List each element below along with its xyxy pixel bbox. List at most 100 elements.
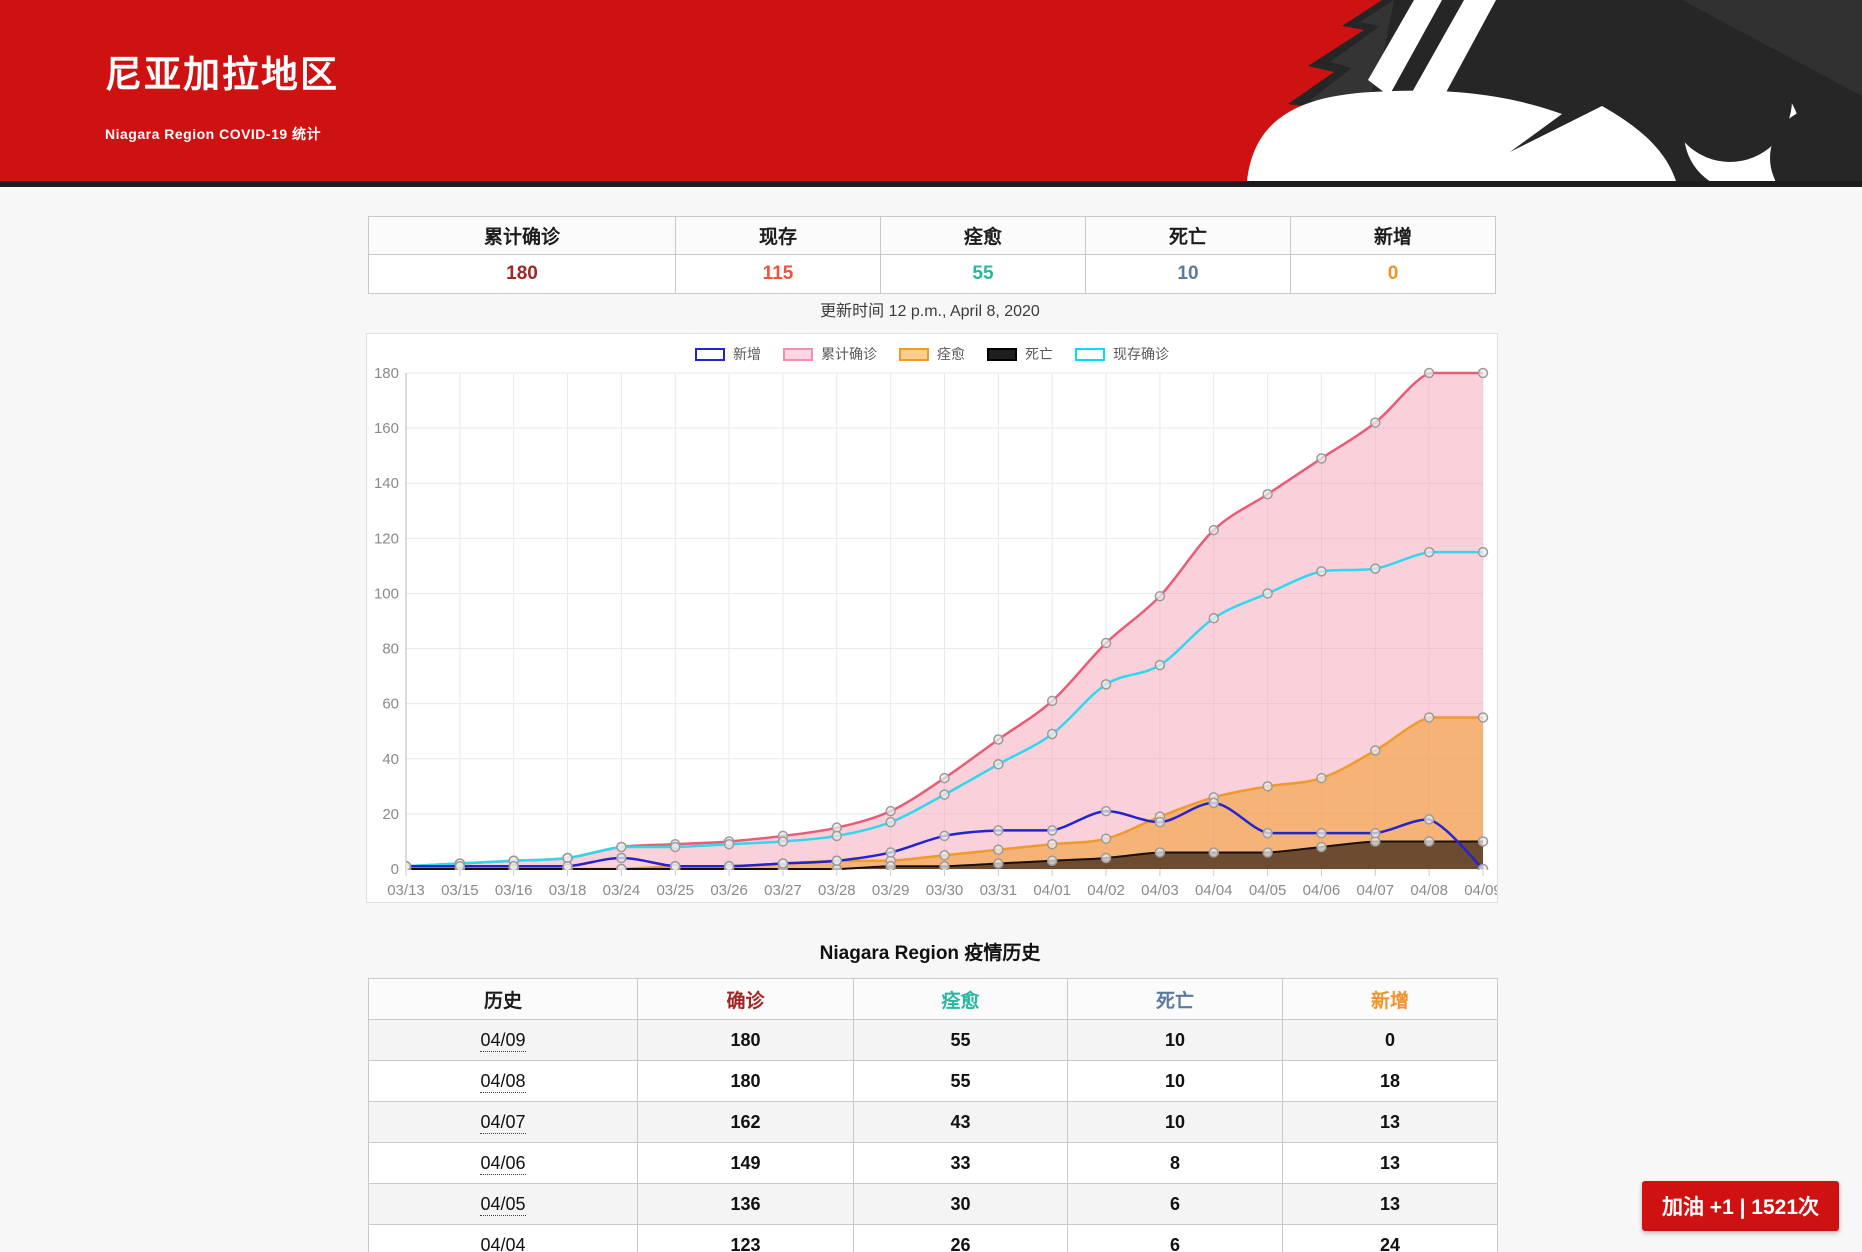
summary-value-1: 115 <box>675 254 881 294</box>
epidemic-line-chart[interactable]: 0 20 40 60 80 100 120 140 160 180 03/13 03/15 03/16 0… <box>367 360 1497 902</box>
chart-plot-area[interactable] <box>402 367 1489 874</box>
history-date-link[interactable]: 04/07 <box>480 1111 526 1134</box>
history-cell-1: 30 <box>853 1183 1068 1225</box>
svg-text:03/30: 03/30 <box>926 882 964 899</box>
history-cell-3: 13 <box>1282 1142 1498 1184</box>
history-table: 历史 确诊 痊愈 死亡 新增 04/09 180 55 10 0 04/08 180 55 10 18 04… <box>368 978 1498 1252</box>
history-cell-0: 180 <box>637 1019 854 1061</box>
svg-text:04/05: 04/05 <box>1249 882 1287 899</box>
summary-header-0: 累计确诊 <box>368 216 676 255</box>
svg-text:04/08: 04/08 <box>1410 882 1448 899</box>
summary-header-4: 新增 <box>1290 216 1496 255</box>
history-cell-3: 0 <box>1282 1019 1498 1061</box>
svg-text:04/04: 04/04 <box>1195 882 1233 899</box>
history-header-3: 死亡 <box>1067 978 1283 1020</box>
svg-text:0: 0 <box>391 861 399 878</box>
svg-text:04/03: 04/03 <box>1141 882 1179 899</box>
history-cell-0: 123 <box>637 1224 854 1252</box>
cheer-plus-one-button[interactable]: 加油 +1 | 1521次 <box>1642 1181 1839 1231</box>
svg-text:04/01: 04/01 <box>1033 882 1071 899</box>
summary-value-4: 0 <box>1290 254 1496 294</box>
svg-text:60: 60 <box>382 696 399 713</box>
history-date-link[interactable]: 04/06 <box>480 1152 526 1175</box>
legend-label: 痊愈 <box>937 346 965 362</box>
history-cell-2: 10 <box>1067 1060 1283 1102</box>
history-row-04-05: 04/05 136 30 6 13 <box>368 1183 1498 1225</box>
history-header-2: 痊愈 <box>853 978 1068 1020</box>
legend-label: 现存确诊 <box>1113 346 1169 362</box>
history-date-link[interactable]: 04/08 <box>480 1070 526 1093</box>
history-cell-0: 136 <box>637 1183 854 1225</box>
history-date-link[interactable]: 04/09 <box>480 1029 526 1052</box>
area-0 <box>406 373 1483 869</box>
svg-text:04/06: 04/06 <box>1303 882 1341 899</box>
svg-text:03/16: 03/16 <box>495 882 533 899</box>
history-cell-1: 26 <box>853 1224 1068 1252</box>
summary-table: 累计确诊 现存 痊愈 死亡 新增 180 115 55 10 0 <box>368 216 1496 294</box>
svg-text:03/15: 03/15 <box>441 882 479 899</box>
svg-text:04/02: 04/02 <box>1087 882 1125 899</box>
history-header-1: 确诊 <box>637 978 854 1020</box>
svg-text:03/31: 03/31 <box>980 882 1018 899</box>
history-header-0: 历史 <box>368 978 638 1020</box>
page-title: 尼亚加拉地区 <box>105 54 339 95</box>
history-cell-1: 33 <box>853 1142 1068 1184</box>
history-cell-0: 149 <box>637 1142 854 1184</box>
history-cell-3: 18 <box>1282 1060 1498 1102</box>
history-section-title: Niagara Region 疫情历史 <box>819 943 1041 964</box>
legend-item-0[interactable]: 新增 <box>695 344 761 364</box>
area-2 <box>406 841 1483 869</box>
history-date-cell: 04/07 <box>368 1101 638 1143</box>
history-cell-2: 8 <box>1067 1142 1283 1184</box>
legend-swatch-icon <box>783 347 813 361</box>
svg-text:180: 180 <box>374 365 399 382</box>
legend-item-3[interactable]: 死亡 <box>987 344 1053 364</box>
history-cell-3: 13 <box>1282 1183 1498 1225</box>
legend-item-2[interactable]: 痊愈 <box>899 344 965 364</box>
epidemic-chart-card: 新增 累计确诊 痊愈 死亡 现存确诊 0 20 40 60 80 100 120 140 160 180 0… <box>366 333 1498 903</box>
svg-text:80: 80 <box>382 641 399 658</box>
history-row-04-07: 04/07 162 43 10 13 <box>368 1101 1498 1143</box>
history-header-4: 新增 <box>1282 978 1498 1020</box>
area-1 <box>406 717 1483 869</box>
legend-label: 死亡 <box>1025 346 1053 362</box>
legend-swatch-icon <box>987 347 1017 361</box>
summary-header-3: 死亡 <box>1085 216 1291 255</box>
svg-text:03/25: 03/25 <box>656 882 694 899</box>
svg-text:03/28: 03/28 <box>818 882 856 899</box>
svg-text:03/13: 03/13 <box>387 882 425 899</box>
svg-text:04/07: 04/07 <box>1357 882 1395 899</box>
hawk-mascot-image <box>1247 0 1862 181</box>
history-date-link[interactable]: 04/04 <box>480 1234 526 1252</box>
history-cell-3: 13 <box>1282 1101 1498 1143</box>
svg-text:03/29: 03/29 <box>872 882 910 899</box>
history-cell-1: 43 <box>853 1101 1068 1143</box>
legend-item-1[interactable]: 累计确诊 <box>783 344 877 364</box>
legend-swatch-icon <box>1075 347 1105 361</box>
svg-text:03/26: 03/26 <box>710 882 748 899</box>
hawk-eye <box>1668 38 1862 181</box>
history-date-cell: 04/06 <box>368 1142 638 1184</box>
history-date-cell: 04/04 <box>368 1224 638 1252</box>
summary-header-1: 现存 <box>675 216 881 255</box>
chart-legend: 新增 累计确诊 痊愈 死亡 现存确诊 <box>367 344 1497 364</box>
history-cell-3: 24 <box>1282 1224 1498 1252</box>
history-row-04-09: 04/09 180 55 10 0 <box>368 1019 1498 1061</box>
legend-label: 累计确诊 <box>821 346 877 362</box>
history-cell-2: 10 <box>1067 1019 1283 1061</box>
summary-value-3: 10 <box>1085 254 1291 294</box>
history-date-cell: 04/08 <box>368 1060 638 1102</box>
svg-text:40: 40 <box>382 751 399 768</box>
history-date-cell: 04/09 <box>368 1019 638 1061</box>
history-cell-2: 6 <box>1067 1224 1283 1252</box>
svg-text:03/24: 03/24 <box>603 882 641 899</box>
legend-label: 新增 <box>733 346 761 362</box>
history-date-link[interactable]: 04/05 <box>480 1193 526 1216</box>
history-cell-1: 55 <box>853 1019 1068 1061</box>
history-row-04-08: 04/08 180 55 10 18 <box>368 1060 1498 1102</box>
legend-item-4[interactable]: 现存确诊 <box>1075 344 1169 364</box>
svg-text:03/27: 03/27 <box>764 882 802 899</box>
update-time-text: 更新时间 12 p.m., April 8, 2020 <box>820 303 1040 320</box>
summary-value-0: 180 <box>368 254 676 294</box>
